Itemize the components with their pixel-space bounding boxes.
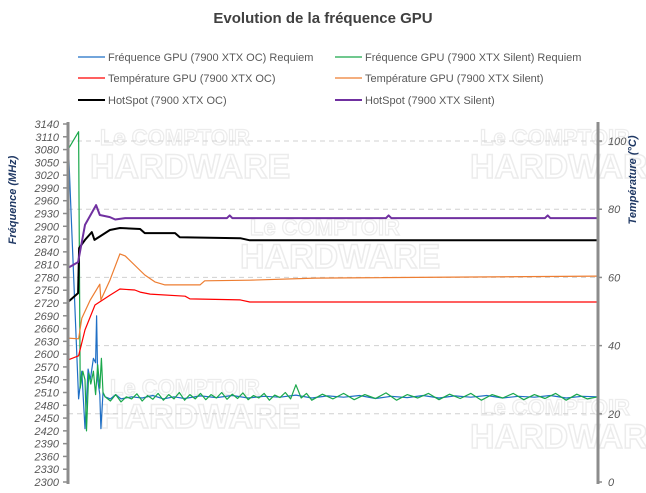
legend-label: HotSpot (7900 XTX Silent): [365, 95, 495, 107]
series-line: [67, 288, 598, 361]
y-axis-right-label: Température (°C): [627, 135, 639, 224]
y-tick-label-right: 0: [608, 477, 615, 489]
y-tick-label-left: 2810: [34, 260, 60, 272]
y-tick-label-left: 2480: [34, 400, 60, 412]
y-tick-label-left: 2300: [34, 477, 60, 489]
watermark-text: Le COMPTOIR: [480, 125, 630, 150]
y-tick-label-left: 2960: [34, 196, 60, 208]
legend-label: Fréquence GPU (7900 XTX OC) Requiem: [108, 52, 313, 64]
y-tick-label-left: 2690: [34, 311, 60, 323]
y-tick-label-left: 3110: [35, 132, 60, 144]
y-tick-label-right: 80: [608, 204, 621, 216]
y-tick-label-left: 2750: [34, 285, 60, 297]
y-tick-label-left: 3050: [35, 157, 60, 169]
legend-label: Température GPU (7900 XTX OC): [108, 73, 276, 85]
y-tick-label-left: 2930: [34, 209, 60, 221]
legend-label: HotSpot (7900 XTX OC): [108, 95, 227, 107]
y-tick-label-right: 60: [608, 272, 621, 284]
y-tick-label-left: 2330: [34, 464, 60, 476]
watermark-text: HARDWARE: [470, 148, 646, 186]
watermark-text: Le COMPTOIR: [100, 125, 250, 150]
watermark-text: Le COMPTOIR: [480, 395, 630, 420]
y-tick-label-right: 20: [607, 409, 621, 421]
y-tick-label-right: 40: [608, 341, 621, 353]
y-tick-label-left: 2420: [34, 426, 60, 438]
watermark-text: HARDWARE: [470, 418, 646, 456]
y-tick-label-left: 2600: [34, 349, 60, 361]
y-tick-label-left: 2780: [34, 272, 60, 284]
y-tick-label-left: 2840: [34, 247, 60, 259]
y-tick-label-left: 2540: [34, 375, 60, 387]
legend: Fréquence GPU (7900 XTX OC) Requiem Fréqu…: [78, 52, 581, 107]
y-tick-label-left: 2870: [34, 234, 60, 246]
y-tick-label-left: 2660: [34, 324, 60, 336]
axes: 2300233023602390242024502480251025402570…: [34, 119, 628, 489]
legend-label: Température GPU (7900 XTX Silent): [365, 73, 544, 85]
y-tick-label-left: 2720: [34, 298, 60, 310]
watermark-text: HARDWARE: [90, 148, 290, 186]
watermark-text: HARDWARE: [100, 398, 300, 436]
y-tick-label-left: 2990: [34, 183, 60, 195]
y-tick-label-left: 2510: [34, 388, 60, 400]
y-tick-label-left: 2390: [34, 439, 60, 451]
legend-label: Fréquence GPU (7900 XTX Silent) Requiem: [365, 52, 581, 64]
y-tick-label-left: 2570: [34, 362, 60, 374]
y-tick-label-left: 3080: [35, 145, 60, 157]
y-tick-label-left: 2630: [34, 336, 60, 348]
watermark-text: HARDWARE: [240, 238, 440, 276]
series-line: [67, 204, 598, 269]
y-tick-label-left: 3020: [35, 170, 60, 182]
y-axis-left-label: Fréquence (MHz): [7, 155, 19, 244]
y-tick-label-left: 2900: [34, 221, 60, 233]
y-tick-label-right: 100: [608, 136, 627, 148]
series-lines: [67, 131, 599, 432]
chart-title: Evolution de la fréquence GPU: [213, 10, 432, 27]
y-tick-label-left: 2360: [34, 451, 60, 463]
series-line: [67, 131, 599, 432]
y-tick-label-left: 2450: [34, 413, 60, 425]
y-tick-label-left: 3140: [35, 119, 60, 131]
series-line: [67, 253, 599, 340]
